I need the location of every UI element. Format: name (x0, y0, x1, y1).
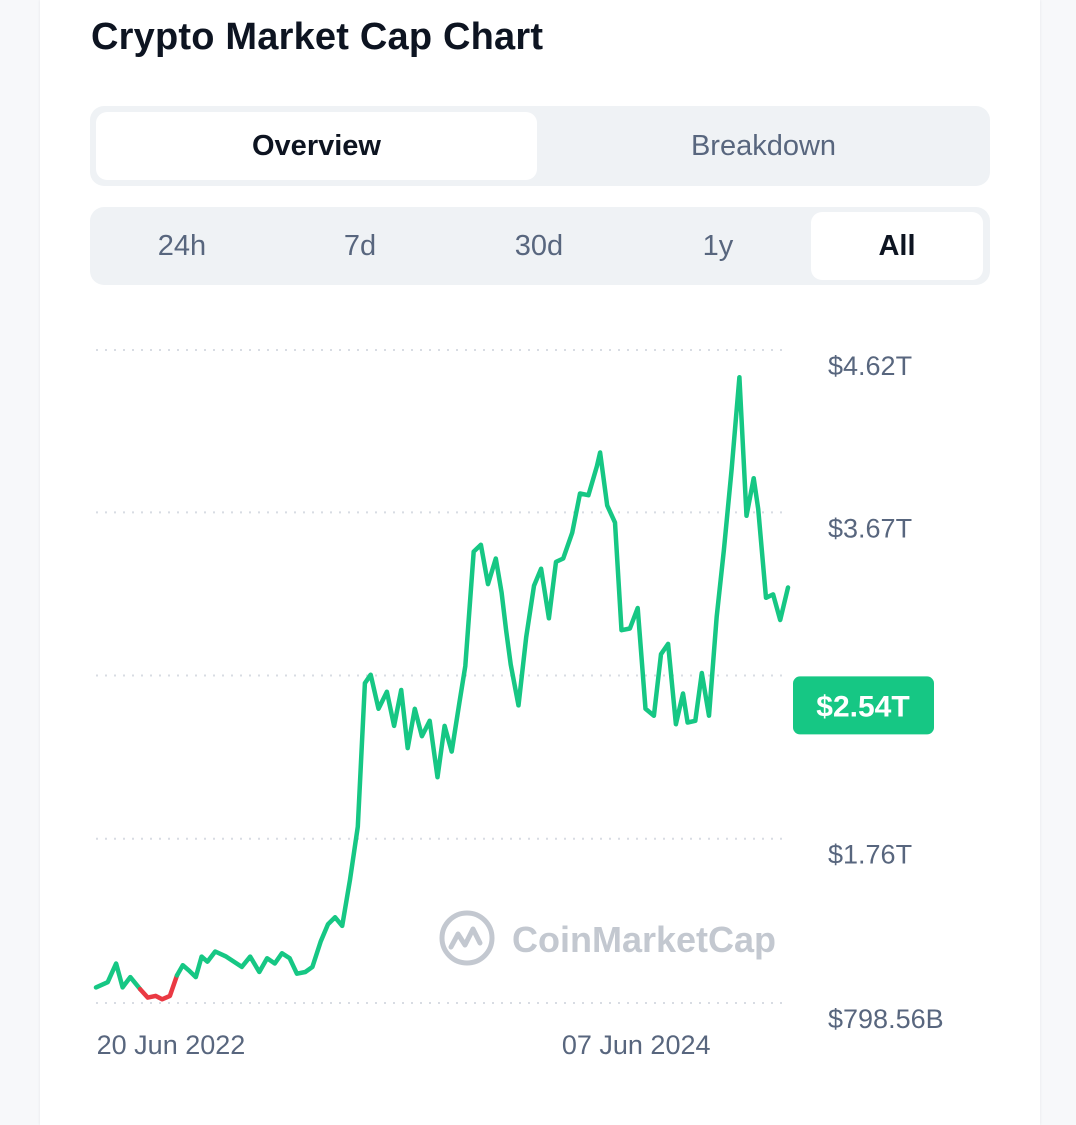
view-tab-bar: Overview Breakdown (90, 106, 990, 186)
watermark-text: CoinMarketCap (512, 919, 776, 960)
tab-overview[interactable]: Overview (96, 112, 537, 180)
tab-breakdown[interactable]: Breakdown (690, 129, 837, 162)
range-7d-button[interactable]: 7d (343, 229, 377, 262)
y-tick-label: $4.62T (828, 351, 912, 381)
x-tick-label: 07 Jun 2024 (562, 1030, 711, 1060)
range-all-button[interactable]: All (811, 212, 983, 280)
x-tick-label: 20 Jun 2022 (97, 1030, 246, 1060)
y-tick-label: $1.76T (828, 840, 912, 870)
watermark: CoinMarketCap (439, 910, 776, 966)
page-title: Crypto Market Cap Chart (91, 16, 544, 58)
series-line (93, 961, 143, 992)
series-line (174, 375, 791, 980)
y-tick-label: $798.56B (828, 1004, 944, 1034)
y-tick-label: $3.67T (828, 513, 912, 543)
coinmarketcap-logo-icon (439, 910, 495, 966)
range-30d-button[interactable]: 30d (514, 229, 564, 262)
time-range-selector: 24h 7d 30d 1y All (90, 207, 990, 285)
current-value-label: $2.54T (816, 690, 909, 723)
market-cap-card (40, 0, 1040, 1125)
range-1y-button[interactable]: 1y (702, 229, 734, 262)
range-24h-button[interactable]: 24h (157, 229, 207, 262)
current-value-badge (793, 676, 934, 735)
series-line-down (137, 973, 180, 1002)
